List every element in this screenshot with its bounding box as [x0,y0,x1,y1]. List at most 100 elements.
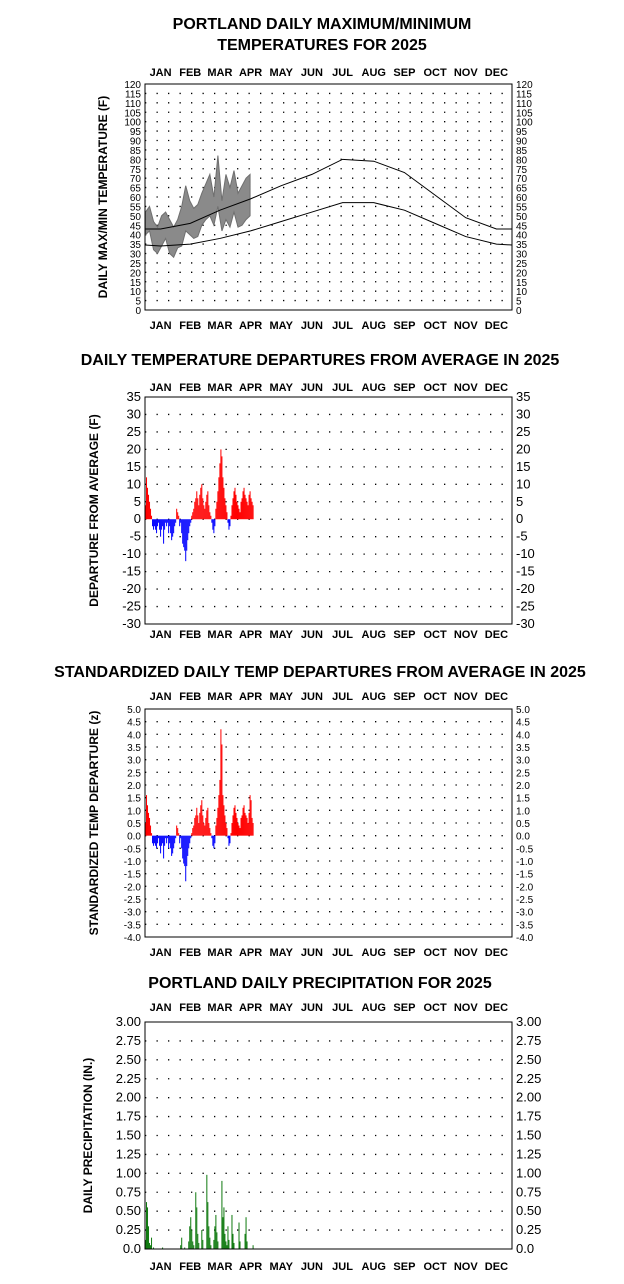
precip-bar [188,1241,190,1249]
y-tick-left: 3.00 [116,1014,141,1029]
precip-bar [226,1245,228,1249]
y-tick-left: 100 [124,118,141,129]
precip-bar [216,1232,218,1249]
y-tick-right: -10 [516,546,535,561]
month-label-top: MAR [207,1002,232,1014]
precip-bar [215,1214,217,1249]
y-tick-right: 0 [516,511,523,526]
y-tick-right: 20 [516,441,530,456]
departure-bar-negative [212,835,214,846]
y-tick-left: 105 [124,108,141,119]
y-tick-left: 60 [130,193,142,204]
departure-bar-positive [206,494,208,520]
y-tick-right: 30 [516,250,528,261]
departure-bar-positive [238,508,240,520]
departure-bar-positive [218,477,220,520]
y-tick-left: -1.0 [124,857,142,868]
y-tick-right: -1.0 [516,857,534,868]
departure-bar-positive [193,825,195,836]
y-tick-right: 2.25 [516,1071,541,1086]
y-tick-right: 30 [516,406,530,421]
precip-bar [192,1241,194,1249]
departure-bar-positive [205,501,207,520]
month-label-bottom: APR [239,629,262,641]
month-label-top: NOV [454,691,479,703]
departure-bar-negative [185,835,187,882]
normal-low-line [144,202,513,247]
departure-bar-negative [190,835,192,839]
y-tick-right: 40 [516,231,528,242]
y-tick-left: 110 [125,99,141,110]
departure-bar-negative [211,519,213,523]
month-label-top: SEP [393,1002,415,1014]
month-label-top: APR [239,382,262,394]
departure-bar-positive [243,487,245,520]
precip-bar [222,1217,224,1249]
y-tick-left: 35 [127,389,141,404]
y-tick-right: -30 [516,616,535,631]
departure-bar-negative [155,519,157,530]
precip-bar [193,1245,195,1249]
month-label-top: SEP [393,691,415,703]
departure-bar-negative [168,835,170,849]
departure-bar-positive [146,795,148,836]
departure-bar-positive [223,487,225,520]
departure-bar-positive [247,823,249,836]
month-label-bottom: MAR [207,320,232,332]
precip-bar [151,1237,153,1249]
y-tick-left: 65 [130,184,142,195]
departure-bar-negative [157,835,159,844]
month-label-top: OCT [423,1002,447,1014]
month-label-top: MAY [270,1002,294,1014]
departure-bar-positive [218,795,220,836]
departure-bar-negative [166,835,168,844]
month-label-bottom: FEB [179,947,201,959]
departure-bar-positive [197,498,199,520]
y-tick-left: -5 [129,529,141,544]
y-tick-right: 45 [516,221,528,232]
departure-bar-positive [240,501,242,520]
y-tick-right: 105 [516,108,533,119]
y-tick-left: 0.0 [127,832,141,843]
precip-bar [238,1222,240,1249]
month-label-top: FEB [179,1002,201,1014]
y-tick-right: 85 [516,146,528,157]
month-label-bottom: JAN [150,947,172,959]
departure-bar-positive [148,812,150,836]
departure-bar-negative [180,835,182,839]
y-tick-right: 95 [516,127,528,138]
departure-bar-positive [217,807,219,836]
departure-bar-positive [147,805,149,836]
y-tick-left: 5 [135,297,141,308]
precip-bar [184,1247,186,1249]
departure-bar-negative [228,835,230,846]
departure-bar-negative [167,519,169,523]
month-label-top: JAN [150,382,172,394]
departure-bar-positive [244,494,246,520]
departure-bar-negative [186,519,188,551]
departure-bar-positive [223,805,225,836]
departure-bar-negative [213,519,215,534]
month-label-bottom: JUN [301,947,323,959]
departure-bar-negative [169,835,171,844]
y-tick-right: 3.0 [516,756,530,767]
departure-bar-positive [234,805,236,836]
departure-bar-positive [202,815,204,836]
departure-bar-positive [252,505,254,520]
departure-bar-positive [247,505,249,520]
precip-bar [202,1239,204,1249]
departure-bar-positive [231,505,233,520]
month-label-bottom: JUN [301,320,323,332]
departure-bar-positive [203,505,205,520]
departure-bar-positive [246,501,248,520]
y-tick-left: 2.5 [127,768,141,779]
month-label-top: APR [239,67,262,79]
y-tick-right: 0.5 [516,819,530,830]
y-tick-left: 5 [134,494,141,509]
departure-bar-positive [237,823,239,836]
departure-bar-negative [164,519,166,530]
y-tick-left: 10 [127,476,141,491]
departure-bar-positive [196,491,198,520]
month-label-top: AUG [362,382,386,394]
precip-bar [149,1242,151,1249]
